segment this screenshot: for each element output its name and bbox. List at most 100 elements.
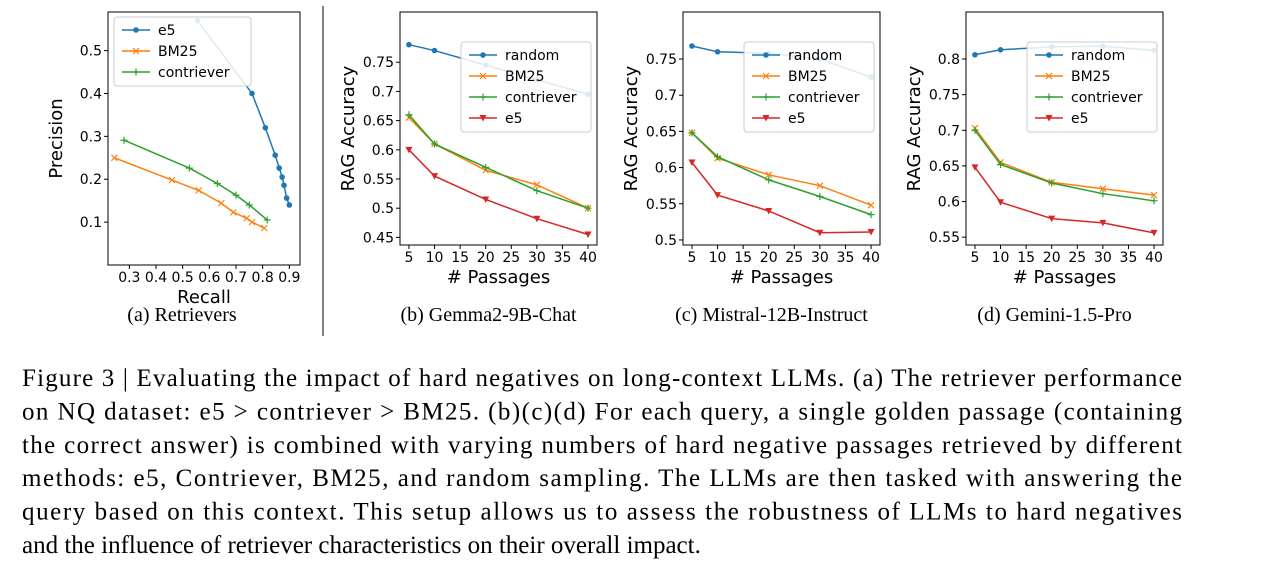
marker xyxy=(195,186,203,194)
marker xyxy=(132,68,140,76)
marker xyxy=(406,41,412,48)
y-tick-label: 0.7 xyxy=(372,84,394,100)
subfigure-caption: (b) Gemma2-9B-Chat xyxy=(400,304,577,326)
marker xyxy=(762,72,770,80)
marker xyxy=(533,187,541,195)
marker xyxy=(243,214,251,222)
x-tick-label: 40 xyxy=(579,250,597,266)
legend-label: e5 xyxy=(158,23,176,39)
marker xyxy=(480,52,486,58)
series-line xyxy=(691,162,872,234)
caption-line: on NQ dataset: e5 > contriever > BM25. (… xyxy=(22,398,1183,425)
y-tick-label: 0.55 xyxy=(929,230,960,246)
legend-label: BM25 xyxy=(158,44,198,60)
marker xyxy=(533,181,541,189)
subfigure-caption: (c) Mistral-12B-Instruct xyxy=(675,304,868,326)
x-tick-label: 20 xyxy=(477,250,495,266)
x-tick-label: 25 xyxy=(1068,250,1086,266)
marker xyxy=(482,163,490,171)
marker xyxy=(405,111,413,119)
y-tick-label: 0.55 xyxy=(363,172,394,188)
legend-label: contriever xyxy=(505,90,577,106)
x-tick-label: 30 xyxy=(811,250,829,266)
marker xyxy=(1150,229,1158,237)
marker xyxy=(763,52,769,58)
legend-label: random xyxy=(788,48,842,64)
marker xyxy=(260,224,268,232)
legend-label: BM25 xyxy=(788,69,828,85)
y-tick-label: 0.5 xyxy=(372,201,394,217)
x-tick-label: 10 xyxy=(992,250,1010,266)
y-tick-label: 0.4 xyxy=(80,86,102,102)
marker xyxy=(1150,197,1158,205)
x-tick-label: 35 xyxy=(554,250,572,266)
plot-frame xyxy=(399,11,598,246)
marker xyxy=(584,231,592,238)
marker xyxy=(482,196,490,203)
marker xyxy=(286,202,293,208)
x-axis-label: # Passages xyxy=(1013,267,1117,288)
x-tick-label: 35 xyxy=(837,250,855,266)
x-tick-label: 0.8 xyxy=(252,270,274,286)
x-tick-label: 0.7 xyxy=(225,270,247,286)
x-tick-label: 30 xyxy=(1094,250,1112,266)
x-tick-label: 10 xyxy=(426,250,444,266)
plot-frame xyxy=(107,11,301,266)
marker xyxy=(533,215,541,223)
y-axis-label: Precision xyxy=(46,98,67,178)
x-axis-label: # Passages xyxy=(447,267,551,288)
y-tick-label: 0.6 xyxy=(938,195,960,211)
legend-label: contriever xyxy=(788,90,860,106)
caption-line: and the influence of retriever character… xyxy=(22,532,701,559)
y-axis-label: RAG Accuracy xyxy=(904,65,925,191)
subfigure-caption: (a) Retrievers xyxy=(127,304,237,326)
marker xyxy=(816,229,824,237)
marker xyxy=(1048,215,1056,223)
marker xyxy=(714,153,722,161)
x-tick-label: 40 xyxy=(1145,250,1163,266)
y-tick-label: 0.65 xyxy=(929,159,960,175)
marker xyxy=(972,51,978,58)
marker xyxy=(479,115,487,122)
marker xyxy=(816,182,824,190)
marker xyxy=(1045,72,1053,80)
legend-label: contriever xyxy=(158,65,230,81)
marker xyxy=(405,146,413,154)
x-tick-label: 10 xyxy=(709,250,727,266)
subfigure-caption: (d) Gemini-1.5-Pro xyxy=(977,304,1131,326)
marker xyxy=(867,228,875,236)
marker xyxy=(1099,219,1107,227)
x-tick-label: 0.5 xyxy=(172,270,194,286)
legend-label: contriever xyxy=(1071,90,1143,106)
marker xyxy=(997,46,1004,53)
marker xyxy=(431,47,438,54)
series-line xyxy=(974,129,1155,202)
y-tick-label: 0.6 xyxy=(372,143,394,159)
series-line xyxy=(123,139,268,221)
legend-label: e5 xyxy=(788,111,806,127)
legend-box xyxy=(743,41,875,133)
y-tick-label: 0.7 xyxy=(655,88,677,104)
legend-label: BM25 xyxy=(1071,69,1111,85)
marker xyxy=(217,199,225,207)
x-tick-label: 40 xyxy=(862,250,880,266)
marker xyxy=(245,201,253,209)
x-tick-label: 15 xyxy=(734,250,752,266)
series-line xyxy=(691,132,872,216)
y-tick-label: 0.75 xyxy=(363,55,394,71)
x-tick-label: 25 xyxy=(785,250,803,266)
plot-frame xyxy=(965,11,1164,246)
marker xyxy=(479,93,487,101)
y-tick-label: 0.45 xyxy=(363,230,394,246)
x-tick-label: 0.9 xyxy=(278,270,300,286)
legend-label: e5 xyxy=(505,111,523,127)
marker xyxy=(213,180,221,188)
x-tick-label: 5 xyxy=(970,250,979,266)
marker xyxy=(431,173,439,180)
marker xyxy=(132,47,140,55)
legend-box xyxy=(460,41,592,133)
marker xyxy=(133,27,139,33)
marker xyxy=(1045,93,1053,101)
marker xyxy=(283,195,290,201)
x-tick-label: 25 xyxy=(502,250,520,266)
